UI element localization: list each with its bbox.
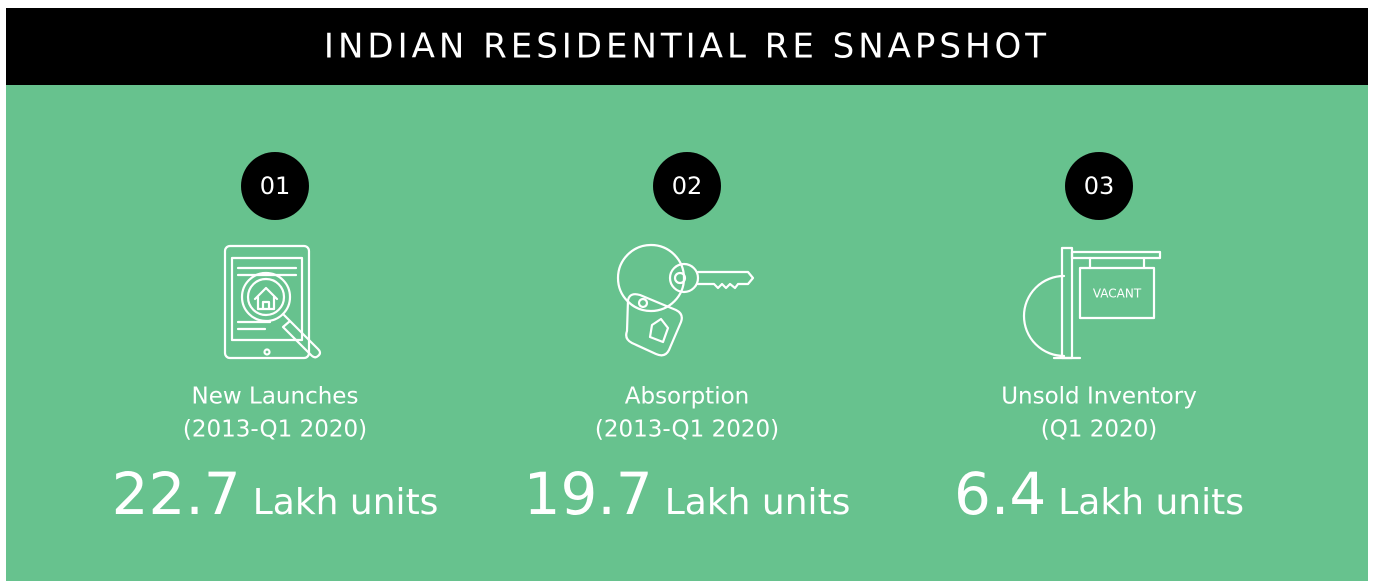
number: 02 bbox=[672, 172, 703, 200]
icon-vacant-sign bbox=[1022, 246, 1162, 360]
unit: Lakh units bbox=[253, 482, 439, 523]
title: INDIAN RESIDENTIAL RE SNAPSHOT bbox=[324, 27, 1050, 67]
value: 6.4 bbox=[954, 460, 1046, 528]
period: (Q1 2020) bbox=[1041, 417, 1158, 443]
number: 01 bbox=[260, 172, 291, 200]
value-line: 19.7 Lakh units bbox=[524, 460, 851, 528]
value-line: 6.4 Lakh units bbox=[954, 460, 1244, 528]
label: Unsold Inventory bbox=[1001, 384, 1197, 410]
unit: Lakh units bbox=[1058, 482, 1244, 523]
label: New Launches bbox=[192, 384, 359, 410]
unit: Lakh units bbox=[665, 482, 851, 523]
number-badge bbox=[653, 152, 721, 220]
value: 19.7 bbox=[524, 460, 653, 528]
value-line: 22.7 Lakh units bbox=[112, 460, 439, 528]
header-bar bbox=[6, 8, 1368, 85]
sign-text: VACANT bbox=[1093, 287, 1142, 301]
number: 03 bbox=[1084, 172, 1115, 200]
period: (2013-Q1 2020) bbox=[595, 417, 779, 443]
period: (2013-Q1 2020) bbox=[183, 417, 367, 443]
label: Absorption bbox=[625, 384, 750, 410]
icon-keys bbox=[616, 243, 755, 357]
number-badge bbox=[241, 152, 309, 220]
value: 22.7 bbox=[112, 460, 241, 528]
icon-tablet bbox=[223, 244, 322, 360]
number-badge bbox=[1065, 152, 1133, 220]
